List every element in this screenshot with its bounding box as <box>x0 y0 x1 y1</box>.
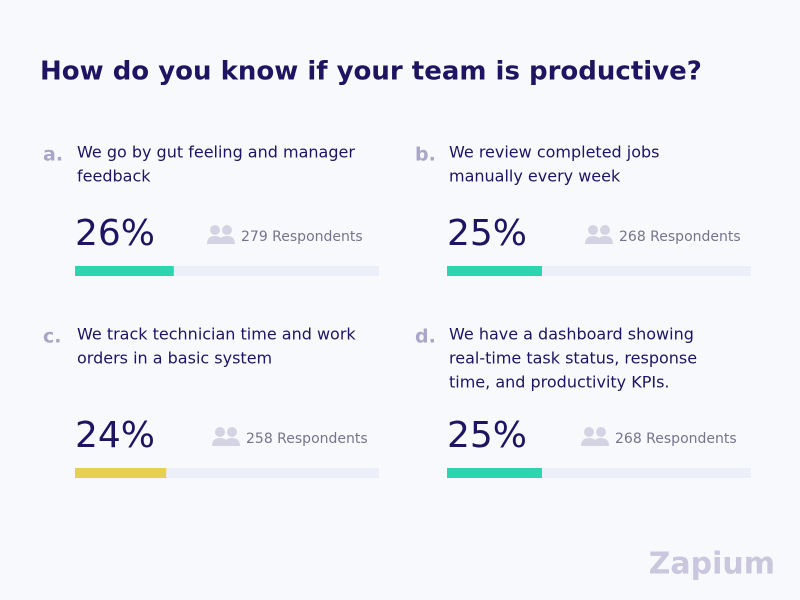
option-text: time, and productivity KPIs. <box>449 373 670 392</box>
icon-part <box>227 427 237 437</box>
option-text: We go by gut feeling and manager <box>77 143 355 162</box>
respondents: 258 Respondents <box>246 431 368 447</box>
people-icon <box>212 427 240 446</box>
option-text: orders in a basic system <box>77 349 272 368</box>
icon-part <box>596 427 606 437</box>
icon-part <box>212 438 240 446</box>
respondents: 268 Respondents <box>615 431 737 447</box>
option-letter: c. <box>43 326 61 348</box>
icon-part <box>584 427 594 437</box>
icon-part <box>222 225 232 235</box>
icon-part <box>207 236 235 244</box>
people-icon <box>207 225 235 244</box>
icon-part <box>588 225 598 235</box>
option-text: We have a dashboard showing <box>449 325 694 344</box>
percent: 26% <box>75 213 155 254</box>
bar-track <box>75 468 379 478</box>
logo: Zapium <box>649 547 775 582</box>
option-text: feedback <box>77 167 151 186</box>
option-text: We track technician time and work <box>77 325 356 344</box>
icon-part <box>600 225 610 235</box>
icon-part <box>581 438 609 446</box>
bar-track <box>75 266 379 276</box>
bar <box>447 266 542 276</box>
option-text: We review completed jobs <box>449 143 660 162</box>
option-text: manually every week <box>449 167 621 186</box>
bar-track <box>447 468 751 478</box>
respondents: 268 Respondents <box>619 229 741 245</box>
option-letter: d. <box>415 326 436 348</box>
people-icon <box>581 427 609 446</box>
percent: 25% <box>447 415 527 456</box>
option-letter: b. <box>415 144 436 166</box>
option-text: real-time task status, response <box>449 349 697 368</box>
bar <box>75 468 167 478</box>
percent: 24% <box>75 415 155 456</box>
percent: 25% <box>447 213 527 254</box>
bar <box>447 468 542 478</box>
icon-part <box>210 225 220 235</box>
icon-part <box>585 236 613 244</box>
people-icon <box>585 225 613 244</box>
title: How do you know if your team is producti… <box>40 57 702 87</box>
bar-track <box>447 266 751 276</box>
bar <box>75 266 174 276</box>
option-letter: a. <box>43 144 63 166</box>
respondents: 279 Respondents <box>241 229 363 245</box>
icon-part <box>215 427 225 437</box>
